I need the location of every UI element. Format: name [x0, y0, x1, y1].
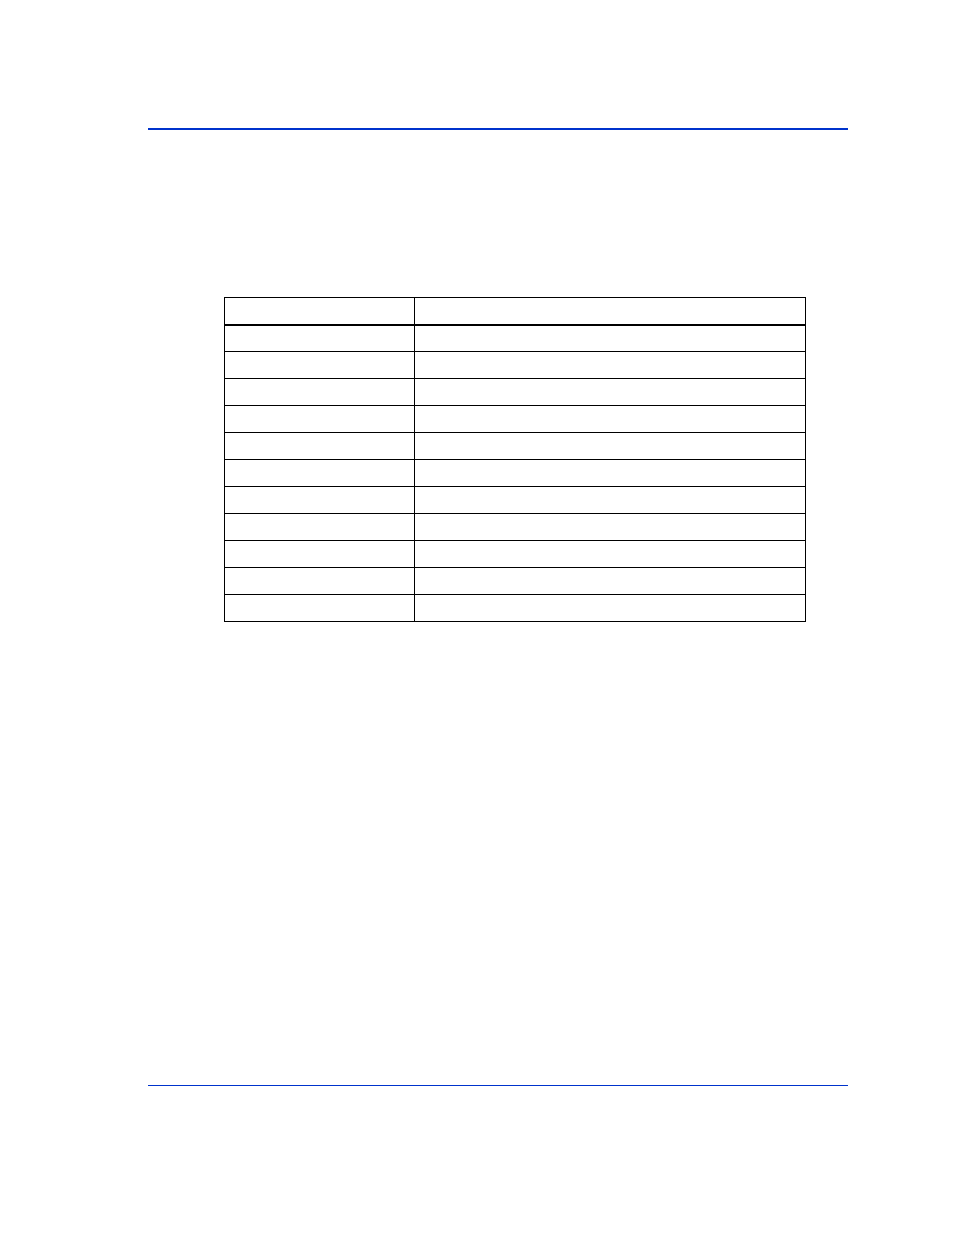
- table-row: [225, 352, 806, 379]
- table-cell: [414, 325, 805, 352]
- table-header-cell: [225, 298, 415, 325]
- table-cell: [225, 352, 415, 379]
- table-row: [225, 487, 806, 514]
- table-cell: [225, 541, 415, 568]
- footer-rule: [148, 1085, 848, 1086]
- table-cell: [225, 568, 415, 595]
- table-row: [225, 460, 806, 487]
- table-row: [225, 433, 806, 460]
- table-row: [225, 568, 806, 595]
- table-cell: [414, 514, 805, 541]
- table-header-row: [225, 298, 806, 325]
- table-cell: [225, 433, 415, 460]
- table-cell: [414, 460, 805, 487]
- table-row: [225, 595, 806, 622]
- header-rule: [148, 128, 848, 130]
- table-row: [225, 379, 806, 406]
- table-row: [225, 541, 806, 568]
- table-cell: [225, 487, 415, 514]
- table-cell: [414, 352, 805, 379]
- table-row: [225, 325, 806, 352]
- table-cell: [414, 568, 805, 595]
- table-header-cell: [414, 298, 805, 325]
- table-cell: [225, 460, 415, 487]
- table-row: [225, 406, 806, 433]
- table-cell: [225, 595, 415, 622]
- table-cell: [414, 379, 805, 406]
- table-cell: [225, 325, 415, 352]
- table-cell: [414, 406, 805, 433]
- table-cell: [225, 514, 415, 541]
- table-row: [225, 514, 806, 541]
- table-cell: [225, 379, 415, 406]
- table-cell: [414, 595, 805, 622]
- table-cell: [414, 487, 805, 514]
- table-cell: [414, 541, 805, 568]
- table-cell: [414, 433, 805, 460]
- table-cell: [225, 406, 415, 433]
- data-table: [224, 297, 806, 622]
